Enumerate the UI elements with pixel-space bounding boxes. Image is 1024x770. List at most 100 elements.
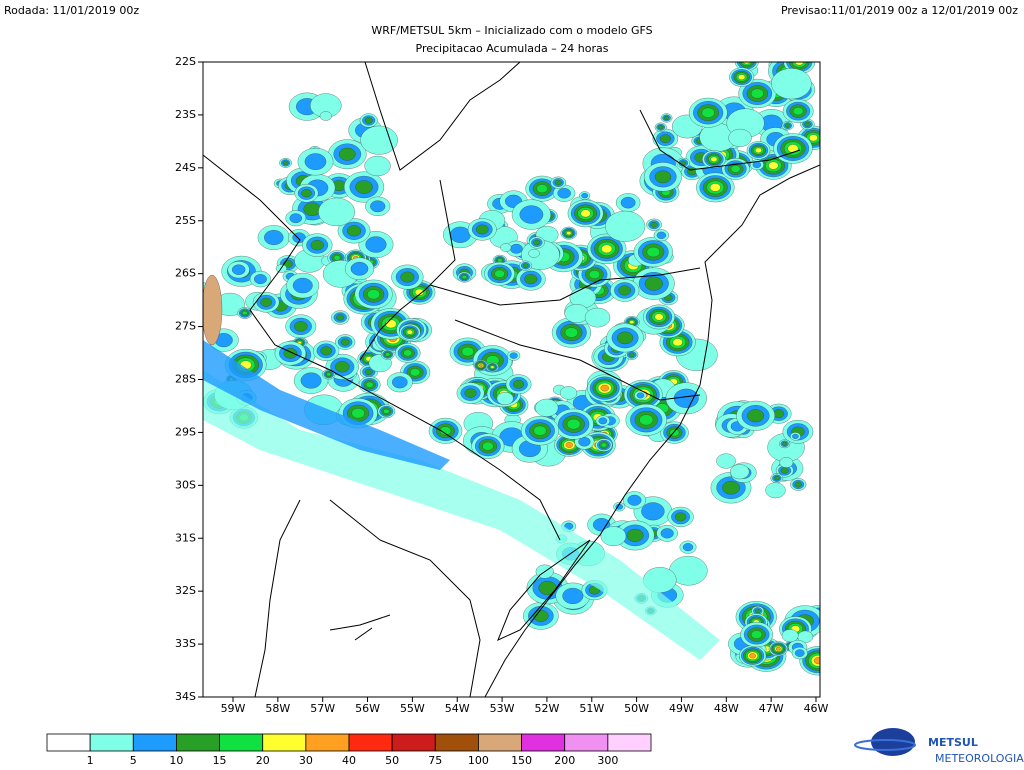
precip-cell (494, 269, 505, 278)
precip-cell (654, 313, 664, 321)
precip-cell (303, 202, 321, 216)
precip-cell (629, 320, 635, 324)
lon-label: 53W (490, 702, 515, 715)
lat-label: 23S (175, 108, 196, 121)
lon-label: 48W (714, 702, 739, 715)
precip-cell (535, 398, 559, 417)
precip-cell (794, 481, 802, 488)
precip-cell (755, 147, 762, 153)
precip-cell (600, 442, 607, 448)
precip-cell (326, 372, 331, 377)
colorbar: 1 5 10 15 20 30 40 50 75 100 150 200 300 (46, 733, 652, 767)
precip-cell (765, 482, 786, 499)
precip-cell (497, 258, 503, 263)
precip-cell (367, 289, 381, 300)
lon-label: 46W (804, 702, 829, 715)
precip-cell (496, 392, 514, 406)
precip-cell (510, 243, 523, 254)
precip-cell (533, 239, 541, 246)
precip-cell (509, 352, 518, 359)
precip-cell (605, 210, 646, 242)
precip-field (203, 49, 824, 676)
colorbar-label: 10 (169, 754, 183, 767)
colorbar-label: 300 (597, 754, 618, 767)
precip-cell (730, 464, 750, 480)
precip-cell (478, 364, 483, 367)
colorbar-label: 1 (87, 754, 94, 767)
precip-cell (644, 276, 663, 291)
precip-cell (728, 128, 752, 147)
colorbar-box (564, 733, 609, 752)
precip-cell (351, 408, 365, 419)
precip-cell (804, 62, 816, 64)
forecast-time: Previsao:11/01/2019 00z a 12/01/2019 00z (781, 4, 1018, 17)
lat-label: 34S (175, 690, 196, 703)
precip-cell (231, 264, 246, 275)
precip-cell (383, 408, 390, 414)
precip-cell (809, 49, 824, 60)
boundaries (203, 62, 820, 697)
precip-cell (598, 417, 608, 425)
colorbar-box (391, 733, 436, 752)
precip-cell (627, 494, 642, 506)
colorbar-box (305, 733, 350, 752)
precip-cell (780, 467, 789, 474)
colorbar-box (132, 733, 177, 752)
precip-cell (656, 231, 667, 239)
lat-label: 33S (175, 637, 196, 650)
logo-name: METSUL (928, 736, 978, 749)
precip-cell (301, 189, 312, 198)
lat-label: 29S (175, 425, 196, 438)
precip-cell (782, 441, 788, 446)
precip-cell (781, 629, 799, 643)
precip-cell (482, 441, 494, 451)
precip-cell (810, 50, 822, 59)
precip-cell (300, 372, 322, 389)
precip-cell (601, 244, 613, 254)
precip-cell (809, 134, 818, 142)
lon-label: 56W (355, 702, 380, 715)
logo-tagline: METEOROLOGIA (935, 752, 1024, 765)
precip-cell (658, 125, 664, 130)
lon-label: 57W (310, 702, 335, 715)
precip-cell (476, 224, 489, 235)
precip-cell (747, 409, 764, 423)
precip-cell (660, 528, 674, 539)
precip-cell (618, 285, 632, 296)
lat-label: 32S (175, 584, 196, 597)
precip-cell (365, 236, 387, 253)
precip-cell (564, 327, 579, 338)
precip-cell (639, 414, 654, 426)
precip-cell (566, 418, 581, 430)
precip-cell (355, 180, 373, 194)
precip-cell (626, 528, 644, 542)
precip-cell (738, 74, 746, 80)
precip-cell (461, 346, 474, 357)
precip-cell (776, 646, 781, 651)
logo: METSUL METEOROLOGIA (854, 728, 1024, 765)
precip-cell (260, 297, 272, 307)
precip-cell (672, 338, 683, 347)
map-subtitle: Precipitacao Acumulada – 24 horas (416, 42, 609, 55)
precip-cell (701, 107, 715, 118)
precip-cell (581, 193, 588, 199)
precip-cell (562, 587, 584, 605)
precip-cell (500, 243, 512, 252)
colorbar-label: 20 (256, 754, 270, 767)
lat-label: 31S (175, 531, 196, 544)
precip-cell (264, 230, 284, 246)
lat-label: 30S (175, 478, 196, 491)
precip-cell (674, 512, 687, 522)
precip-cell (439, 426, 452, 436)
precip-cell (716, 453, 736, 469)
colorbar-label: 5 (130, 754, 137, 767)
precip-cell (304, 153, 327, 170)
precip-cell (350, 261, 369, 276)
precip-cell (335, 361, 350, 373)
precip-cell (464, 388, 477, 398)
precip-cell (524, 274, 538, 285)
precip-cell (771, 68, 812, 100)
precip-cell (794, 649, 805, 657)
precip-cell (289, 213, 303, 224)
lat-label: 25S (175, 214, 196, 227)
